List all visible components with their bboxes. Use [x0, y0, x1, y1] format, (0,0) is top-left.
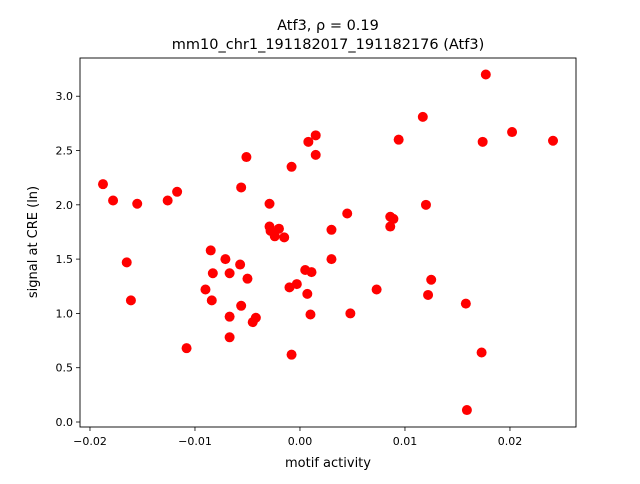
- data-point: [385, 221, 396, 232]
- data-point: [548, 135, 559, 146]
- data-point: [423, 289, 434, 300]
- data-point: [326, 254, 337, 265]
- data-point: [393, 134, 404, 145]
- plot-frame: [79, 57, 577, 428]
- data-point: [306, 267, 317, 278]
- data-point: [460, 298, 471, 309]
- data-point: [279, 232, 290, 243]
- data-point: [206, 295, 217, 306]
- data-point: [121, 257, 132, 268]
- data-point: [371, 284, 382, 295]
- x-axis-label: motif activity: [285, 456, 371, 471]
- data-point: [207, 268, 218, 279]
- data-point: [345, 308, 356, 319]
- x-tick-label: −0.01: [178, 435, 212, 448]
- data-point: [224, 332, 235, 343]
- data-point: [264, 198, 275, 209]
- data-point: [303, 136, 314, 147]
- x-tick-label: 0.00: [288, 435, 313, 448]
- data-point: [220, 254, 231, 265]
- data-point: [181, 343, 192, 354]
- data-point: [250, 312, 261, 323]
- data-point: [342, 208, 353, 219]
- y-tick-label: 2.5: [56, 145, 74, 158]
- data-point: [326, 224, 337, 235]
- data-point: [291, 279, 302, 290]
- data-point: [286, 161, 297, 172]
- chart-title-line1: Atf3, ρ = 0.19: [277, 18, 379, 34]
- data-point: [507, 127, 518, 138]
- y-axis-label: signal at CRE (ln): [26, 186, 41, 298]
- data-point: [224, 268, 235, 279]
- data-point: [420, 199, 431, 210]
- data-point: [286, 349, 297, 360]
- x-tick-label: 0.02: [498, 435, 523, 448]
- data-point: [426, 274, 437, 285]
- data-point: [388, 213, 399, 224]
- data-point: [125, 295, 136, 306]
- data-point: [310, 130, 321, 141]
- y-tick-label: 1.5: [56, 253, 74, 266]
- y-tick-label: 0.0: [56, 416, 74, 429]
- data-point: [461, 405, 472, 416]
- data-point: [235, 259, 246, 270]
- x-tick-label: −0.02: [73, 435, 107, 448]
- x-tick-label: 0.01: [393, 435, 418, 448]
- data-point: [242, 273, 253, 284]
- data-point: [477, 136, 488, 147]
- data-point: [224, 311, 235, 322]
- data-point: [305, 309, 316, 320]
- data-point: [200, 284, 211, 295]
- data-point: [236, 300, 247, 311]
- chart-title-line2: mm10_chr1_191182017_191182176 (Atf3): [172, 37, 484, 53]
- data-point: [310, 149, 321, 160]
- data-point: [205, 245, 216, 256]
- data-point: [97, 179, 108, 190]
- data-point: [162, 195, 173, 206]
- data-point: [241, 152, 252, 163]
- data-point: [273, 223, 284, 234]
- y-tick-label: 3.0: [56, 90, 74, 103]
- data-point: [236, 182, 247, 193]
- data-point: [476, 347, 487, 358]
- data-point: [108, 195, 119, 206]
- data-point: [480, 69, 491, 80]
- y-tick-label: 1.0: [56, 307, 74, 320]
- y-tick-label: 0.5: [56, 362, 74, 375]
- data-point: [132, 198, 143, 209]
- data-point: [269, 231, 280, 242]
- data-point: [302, 288, 313, 299]
- data-point: [172, 186, 183, 197]
- data-point: [417, 111, 428, 122]
- y-tick-label: 2.0: [56, 199, 74, 212]
